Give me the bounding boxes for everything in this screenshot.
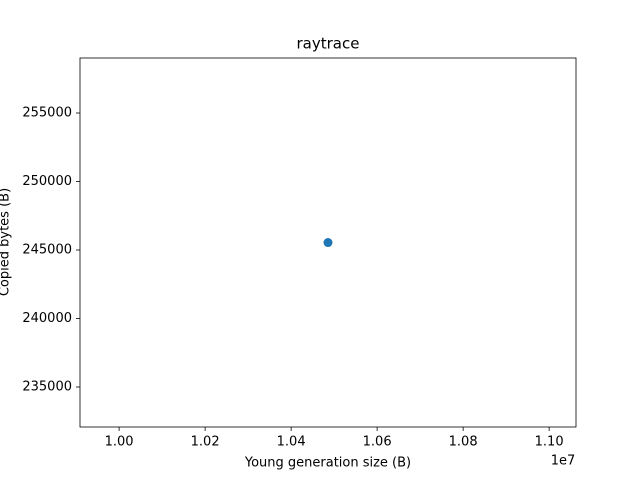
y-tick-label: 245000 — [22, 243, 72, 258]
x-tick-label: 1.06 — [363, 435, 392, 450]
x-tick-label: 1.02 — [191, 435, 220, 450]
y-tick-label: 250000 — [22, 174, 72, 189]
x-offset-label: 1e7 — [551, 454, 576, 469]
y-tick-label: 255000 — [22, 106, 72, 121]
x-axis-label: Young generation size (B) — [244, 456, 411, 471]
y-tick-label: 235000 — [22, 379, 72, 394]
x-tick-label: 1.00 — [105, 435, 134, 450]
x-tick-label: 1.10 — [535, 435, 564, 450]
y-tick-label: 240000 — [22, 311, 72, 326]
plot-frame — [79, 57, 577, 428]
point — [323, 238, 333, 248]
x-tick-label: 1.08 — [449, 435, 478, 450]
chart-title: raytrace — [297, 35, 360, 53]
y-axis-label: Copied bytes (B) — [0, 188, 13, 296]
x-tick-label: 1.04 — [277, 435, 306, 450]
